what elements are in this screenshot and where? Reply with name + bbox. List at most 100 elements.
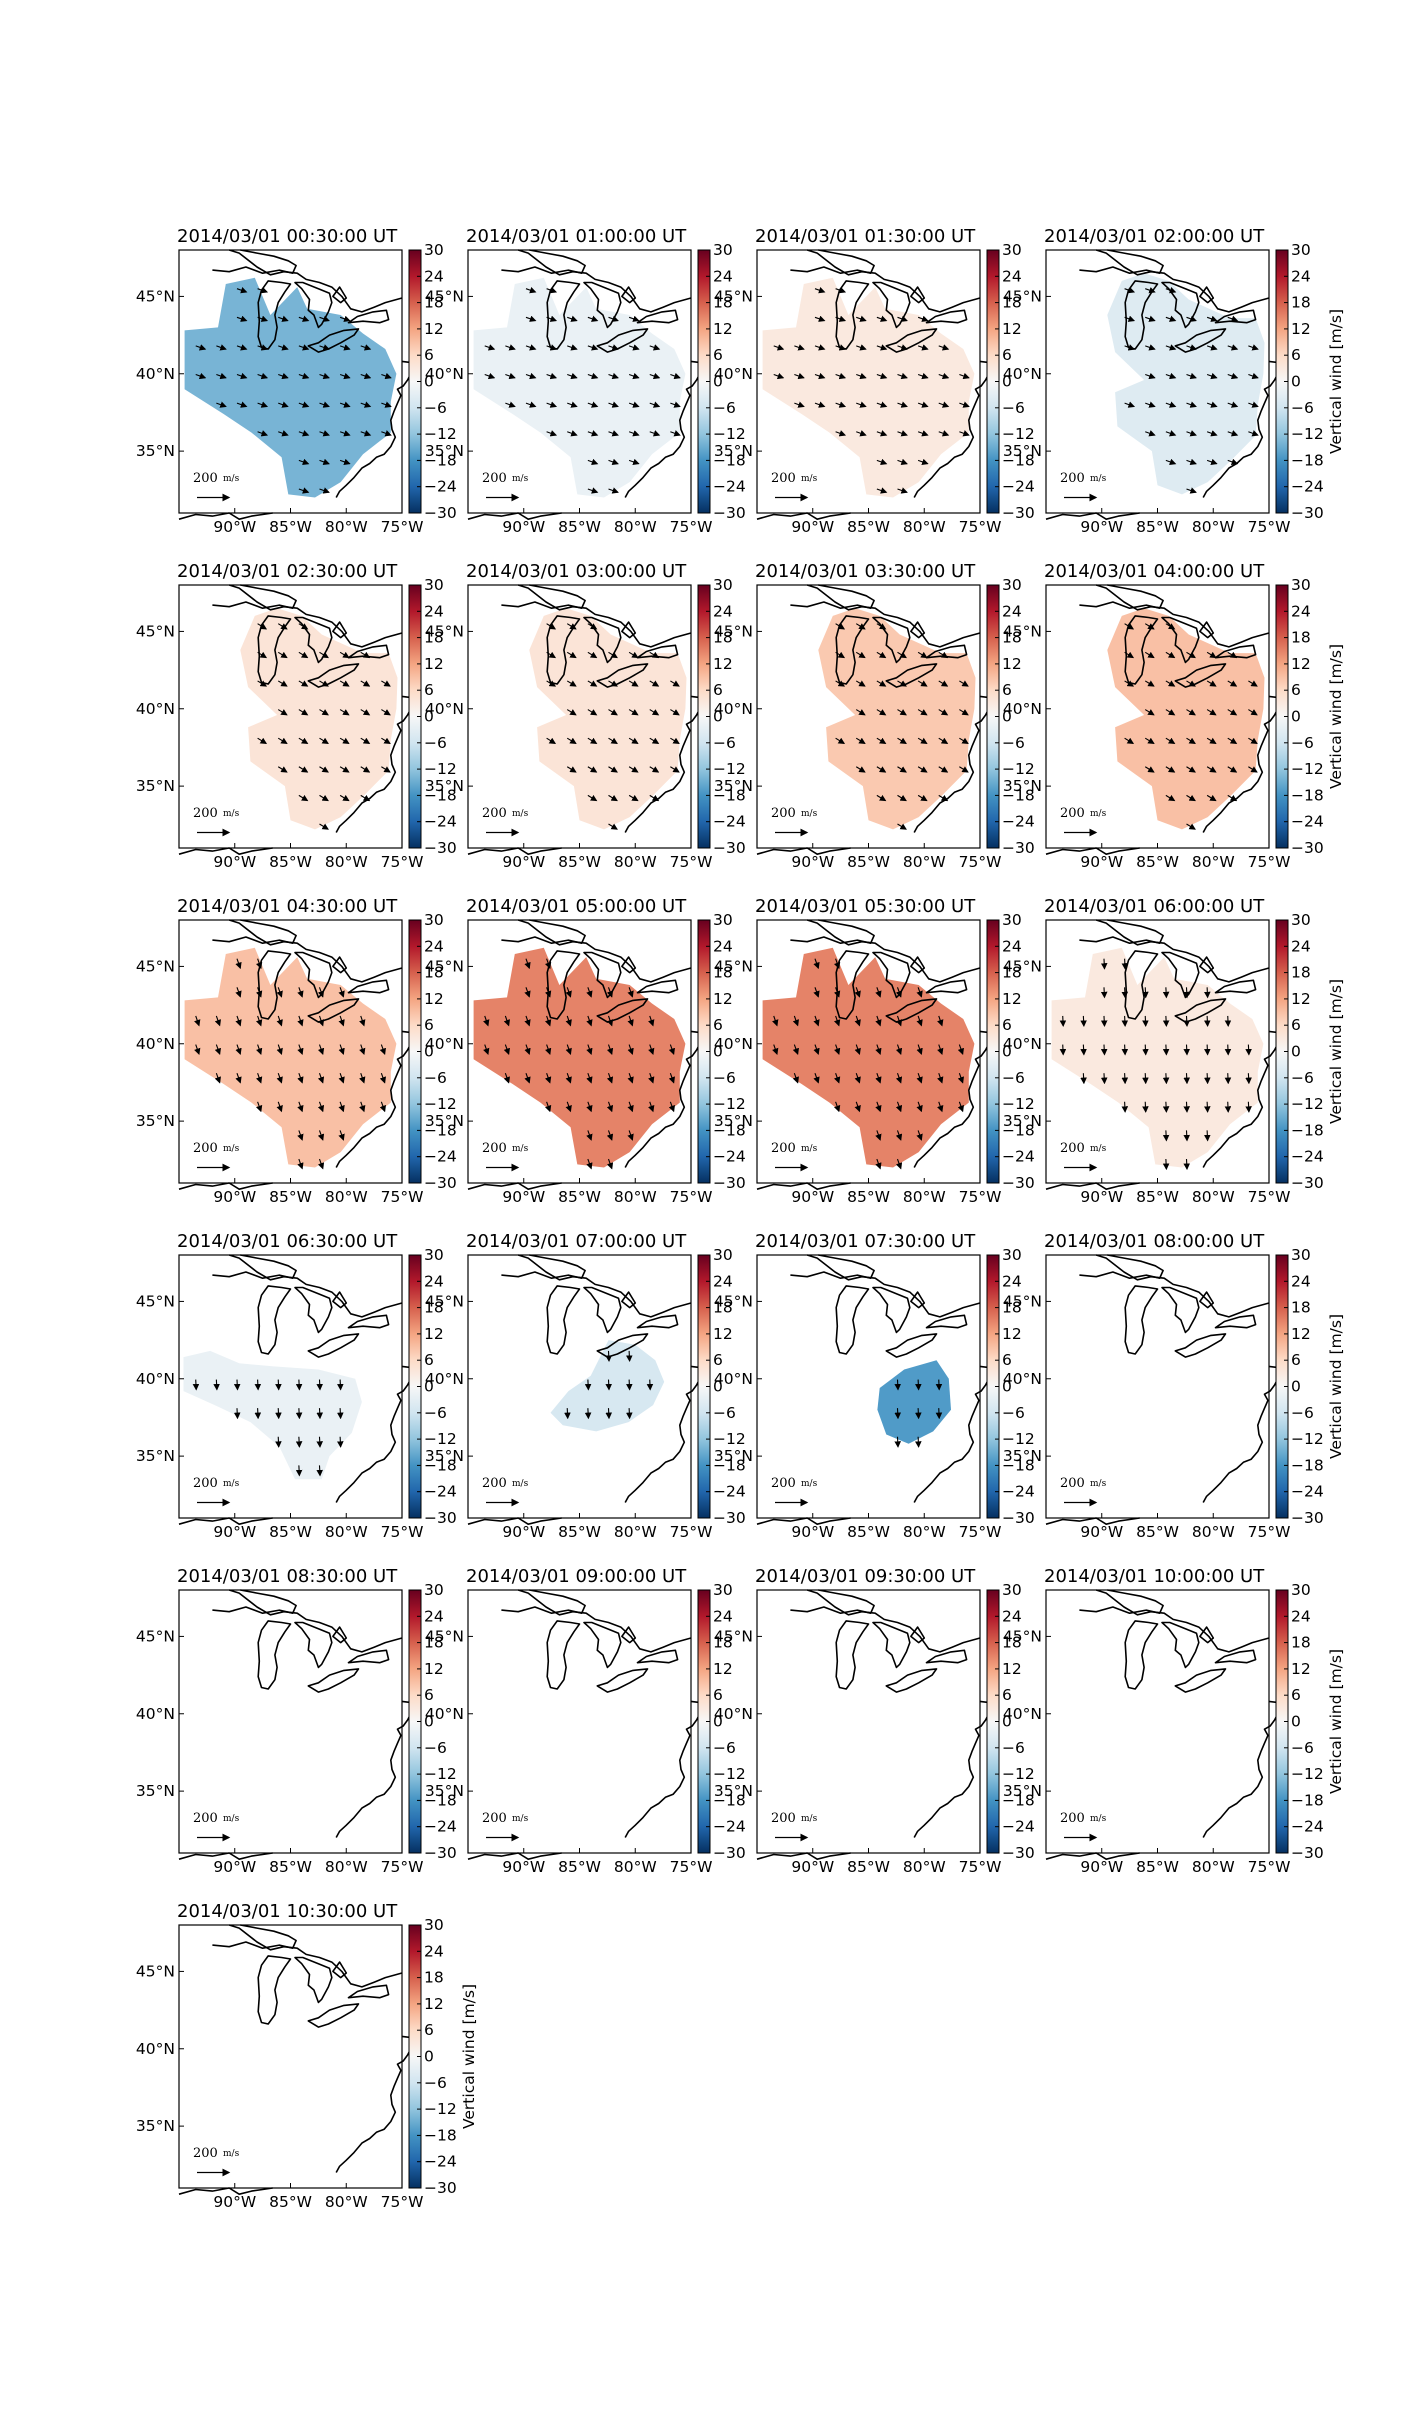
wind-vector xyxy=(938,372,950,380)
wind-vector xyxy=(917,680,928,687)
map-panel: 2014/03/01 02:00:00 UT 90°W 85°W 80°W 75°W 45… xyxy=(1003,226,1345,536)
wind-vector xyxy=(627,1072,634,1084)
y-tick-label: 45°N xyxy=(1003,1292,1042,1310)
wind-vector xyxy=(835,401,847,408)
y-tick-label: 45°N xyxy=(136,1627,175,1645)
colorbar: 30 24 18 12 6 0 −6 −12 −18 −24 −30 xyxy=(697,241,746,522)
lake-huron xyxy=(583,1286,622,1334)
wind-vector xyxy=(649,709,660,716)
colorbar-tick-label: 0 xyxy=(1002,1713,1012,1731)
scale-unit: m/s xyxy=(801,809,818,819)
wind-vector xyxy=(546,401,558,408)
map-panel: 2014/03/01 08:00:00 UT 90°W 85°W 80°W 75°W 45… xyxy=(1003,1231,1345,1541)
colorbar-tick-label: 18 xyxy=(1291,1299,1311,1317)
lake-michigan xyxy=(257,1955,292,2025)
colorbar: 30 24 18 12 6 0 −6 −12 −18 −24 −30 xyxy=(408,241,457,522)
wind-vector xyxy=(670,737,680,744)
y-tick-label: 45°N xyxy=(136,622,175,640)
y-tick-label: 40°N xyxy=(1003,1035,1042,1053)
wind-vector xyxy=(1100,1015,1108,1027)
panel-title: 2014/03/01 07:30:00 UT xyxy=(755,1231,976,1252)
vertical-wind-region xyxy=(1107,273,1265,495)
x-tick-label: 85°W xyxy=(847,518,890,536)
wind-vector xyxy=(339,430,351,437)
wind-vector xyxy=(216,344,227,351)
wind-vector xyxy=(298,372,310,380)
scale-value: 200 xyxy=(771,1141,796,1156)
georgian-bay xyxy=(621,1626,637,1644)
y-tick-label: 45°N xyxy=(714,1292,753,1310)
wind-vector xyxy=(606,1044,614,1056)
wind-vector xyxy=(233,1408,241,1420)
wind-vector xyxy=(338,1101,345,1113)
y-tick-label: 45°N xyxy=(714,1627,753,1645)
x-tick-label: 90°W xyxy=(1080,1188,1123,1206)
x-tick-label: 85°W xyxy=(847,853,890,871)
wind-vector xyxy=(1186,487,1197,494)
y-tick-label: 40°N xyxy=(136,1705,175,1723)
coastline xyxy=(1202,695,1283,833)
colorbar-tick-label: 18 xyxy=(1291,964,1311,982)
wind-vector xyxy=(854,1101,861,1113)
colorbar-tick-label: −6 xyxy=(424,399,447,417)
colorbar-tick-label: 12 xyxy=(1002,320,1022,338)
x-tick-label: 80°W xyxy=(1192,1858,1235,1876)
colorbar-tick-label: −18 xyxy=(713,1791,746,1809)
wind-vector xyxy=(319,372,330,380)
wind-vector xyxy=(503,1015,510,1027)
colorbar-tick-label: −18 xyxy=(713,786,746,804)
wind-vector xyxy=(587,680,598,687)
lake-superior xyxy=(790,584,875,610)
scale-unit: m/s xyxy=(801,1479,818,1489)
colorbar-tick-label: 6 xyxy=(1002,1351,1012,1369)
wind-vector xyxy=(1165,401,1177,408)
colorbar-tick-label: 30 xyxy=(424,911,444,929)
lake-ontario xyxy=(347,1314,390,1329)
lake-superior xyxy=(790,249,875,275)
wind-vector xyxy=(339,401,351,408)
colorbar-tick-label: −12 xyxy=(1002,425,1035,443)
coastline-north xyxy=(1095,1254,1270,1318)
colorbar-tick-label: 24 xyxy=(713,1607,733,1625)
y-tick-label: 40°N xyxy=(714,365,753,383)
wind-vector xyxy=(1248,709,1258,716)
x-tick-label: 90°W xyxy=(1080,1858,1123,1876)
wind-vector xyxy=(875,1044,882,1056)
wind-vector xyxy=(1186,737,1196,744)
wind-vector xyxy=(567,315,578,322)
coastline xyxy=(335,1365,416,1503)
colorbar: 30 24 18 12 6 0 −6 −12 −18 −24 −30 xyxy=(408,1581,457,1862)
colorbar-tick-label: 0 xyxy=(1002,373,1012,391)
colorbar-tick-label: 30 xyxy=(713,241,733,259)
wind-vector xyxy=(297,987,304,998)
wind-vector xyxy=(565,1101,572,1113)
scale-value: 200 xyxy=(193,1141,218,1156)
wind-vector xyxy=(814,287,826,294)
lake-erie xyxy=(885,663,938,688)
wind-vector xyxy=(546,737,557,744)
wind-vector xyxy=(876,487,888,494)
colorbar-tick-label: 12 xyxy=(713,1660,733,1678)
wind-vector xyxy=(938,709,949,716)
scale-arrow: 200 m/s xyxy=(1060,806,1107,837)
colorbar-tick-label: −18 xyxy=(424,1791,457,1809)
colorbar-tick-label: −6 xyxy=(1291,1069,1314,1087)
x-tick-label: 90°W xyxy=(213,1858,256,1876)
georgian-bay xyxy=(1199,1291,1215,1309)
y-tick-label: 45°N xyxy=(1003,1627,1042,1645)
colorbar-tick-label: 12 xyxy=(424,1325,444,1343)
coastline xyxy=(624,1700,705,1838)
wind-vector xyxy=(338,1044,345,1056)
wind-vector xyxy=(1186,709,1196,716)
wind-vector xyxy=(257,737,268,744)
wind-vector xyxy=(1245,1101,1252,1113)
colorbar-tick-label: −24 xyxy=(713,1148,746,1166)
georgian-bay xyxy=(910,1626,926,1644)
wind-vector xyxy=(813,987,820,998)
colorbar-tick-label: 18 xyxy=(424,964,444,982)
colorbar-tick-label: −6 xyxy=(713,399,736,417)
colorbar-tick-label: −18 xyxy=(713,1121,746,1139)
lake-ontario xyxy=(925,644,968,659)
wind-vector xyxy=(505,344,516,351)
colorbar-tick-label: −6 xyxy=(1002,1739,1025,1757)
